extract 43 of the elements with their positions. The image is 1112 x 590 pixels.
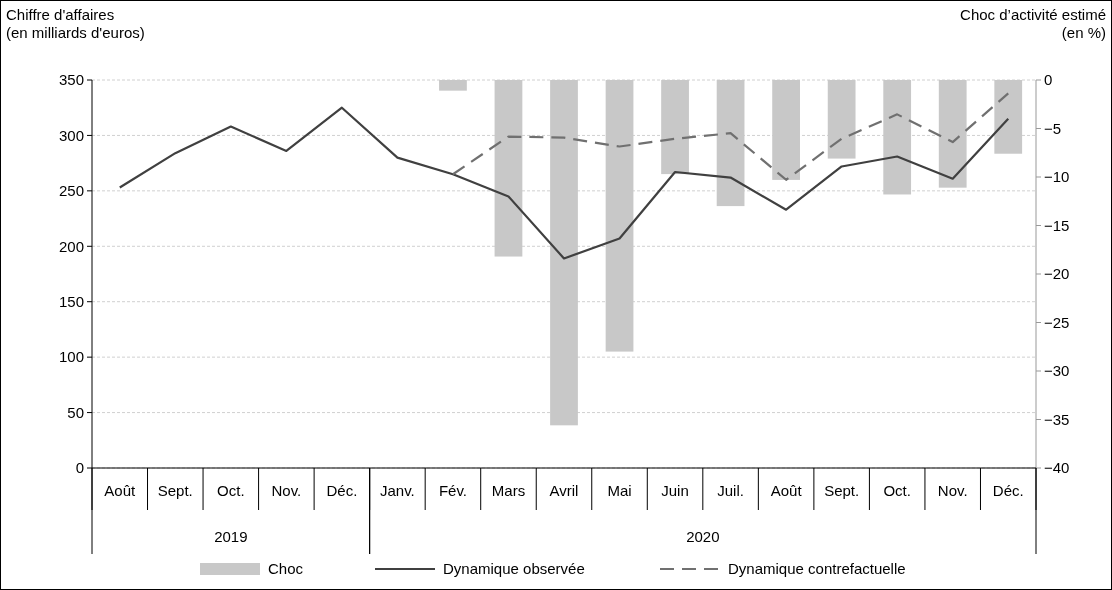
y-axis-title: Chiffre d'affaires (en milliards d'euros) [6, 6, 145, 41]
y2-tick-label: −25 [1044, 313, 1070, 331]
y-tick-label: 250 [58, 182, 84, 200]
y2-tick-label: −5 [1044, 119, 1062, 137]
text: 2020 [686, 528, 720, 545]
line-series [118, 106, 1010, 260]
x-tick-label: Août [770, 482, 803, 499]
x-tick-label: Juil. [717, 482, 744, 499]
y-tick-label: 300 [58, 126, 84, 144]
x-tick-label: Mars [491, 482, 526, 499]
x-tick-label: Nov. [937, 482, 968, 499]
y2-tick-label: −20 [1044, 265, 1070, 283]
y-tick-label: 100 [58, 348, 84, 366]
legend-label: Dynamique contrefactuelle [728, 560, 906, 578]
x-tick-label: Oct. [217, 482, 245, 499]
y2-tick-label: −15 [1044, 216, 1070, 234]
y-tick-label: 200 [58, 237, 84, 255]
x-tick-label: Sept. [824, 482, 860, 499]
x-tick-label: Août [104, 482, 137, 499]
y2-tick-label: 0 [1044, 71, 1053, 89]
x-tick-label: Fév. [438, 482, 467, 499]
x-tick-label: Oct. [883, 482, 911, 499]
x-tick-label: Avril [549, 482, 579, 499]
y2-tick-label: −35 [1044, 410, 1070, 428]
x-tick-label: Nov. [271, 482, 302, 499]
x-tick-label: Janv. [380, 482, 415, 499]
x-tick-label: Sept. [157, 482, 193, 499]
x-tick-label: Déc. [992, 482, 1024, 499]
x-tick-label: Juin [661, 482, 689, 499]
x-tick-label: Déc. [326, 482, 358, 499]
legend-label: Choc [268, 560, 304, 578]
x-tick-label: Mai [607, 482, 632, 499]
y-tick-label: 150 [58, 292, 84, 310]
y2-tick-label: −10 [1044, 168, 1070, 186]
y-tick-label: 0 [75, 459, 84, 477]
y2-tick-label: −30 [1044, 362, 1070, 380]
y-tick-label: 50 [67, 403, 84, 421]
y2-axis-title: Choc d’activité estimé (en %) [960, 6, 1106, 41]
y2-tick-label: −40 [1044, 459, 1070, 477]
y-tick-label: 350 [58, 71, 84, 89]
line-series [451, 92, 1010, 181]
text: 2019 [214, 528, 248, 545]
legend-label: Dynamique observée [443, 560, 585, 578]
